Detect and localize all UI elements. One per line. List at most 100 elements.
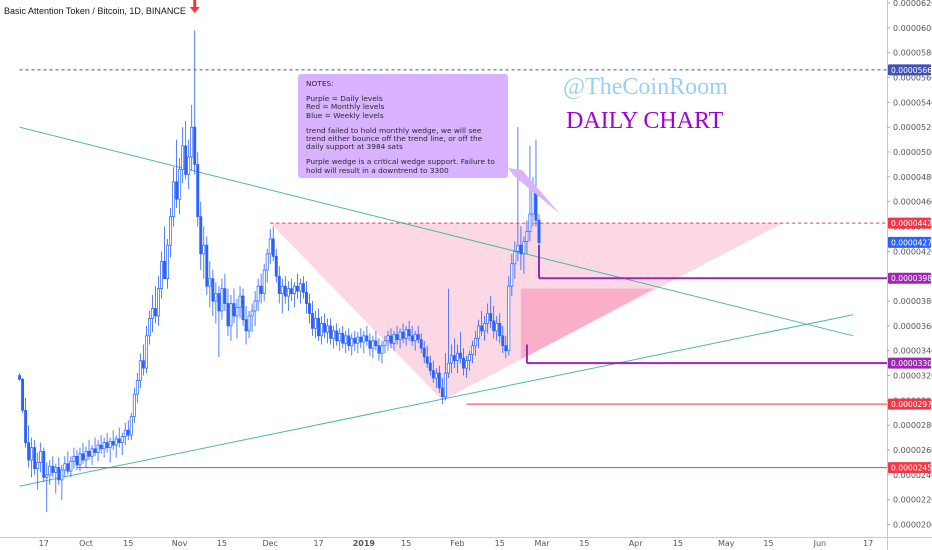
candle-body-64 xyxy=(211,278,215,302)
wedge-2 xyxy=(520,288,654,360)
candle-body-38 xyxy=(132,393,136,417)
brand-watermark: @TheCoinRoom xyxy=(563,74,728,100)
candle-body-101 xyxy=(323,323,327,333)
trend-line-1 xyxy=(19,126,854,337)
candle-body-7 xyxy=(39,450,43,463)
candle-body-21 xyxy=(81,453,85,461)
candle-body-152 xyxy=(477,325,481,339)
y-tick-label: 0.00004200 xyxy=(893,247,932,256)
candle-body-47 xyxy=(160,260,163,289)
candle-body-25 xyxy=(93,448,97,453)
candle-body-115 xyxy=(365,335,369,342)
candle-body-86 xyxy=(277,275,281,294)
arrow-head xyxy=(189,7,200,13)
candle-body-111 xyxy=(353,337,357,344)
x-tick-label: 17 xyxy=(863,539,873,548)
y-tick-label: 0.00003800 xyxy=(893,297,932,306)
candle-body-141 xyxy=(443,372,447,398)
candle-body-155 xyxy=(486,313,490,324)
candle-body-133 xyxy=(419,339,423,349)
candle-body-161 xyxy=(504,345,508,352)
candle-body-40 xyxy=(138,360,142,381)
candle-body-103 xyxy=(329,325,333,339)
candle-body-128 xyxy=(404,329,408,339)
candle-body-83 xyxy=(268,238,272,255)
candle-body-59 xyxy=(196,164,200,217)
notes-legend-blue: Blue = Weekly levels xyxy=(306,110,384,120)
x-tick-label: 15 xyxy=(217,539,227,548)
candle-body-153 xyxy=(480,325,484,332)
candle-body-69 xyxy=(226,303,230,327)
candle-body-92 xyxy=(295,285,299,292)
candle-body-70 xyxy=(229,303,233,327)
candle-body-93 xyxy=(298,283,302,292)
candle-body-81 xyxy=(262,269,266,294)
candle-body-89 xyxy=(286,288,290,297)
candle-body-117 xyxy=(371,340,375,349)
plot-area xyxy=(18,0,887,513)
candle-body-110 xyxy=(350,337,354,347)
x-tick-label: 17 xyxy=(39,539,49,548)
candle-body-149 xyxy=(468,354,471,362)
candle-body-32 xyxy=(114,438,118,446)
candle-body-125 xyxy=(395,334,399,340)
candle-body-162 xyxy=(507,285,511,352)
candle-body-0 xyxy=(18,375,22,380)
y-tick-label: 0.00003600 xyxy=(893,322,932,331)
y-tick-label: 0.00005400 xyxy=(893,98,932,107)
candle-body-87 xyxy=(280,285,284,294)
candle-body-105 xyxy=(335,330,339,342)
candle-body-144 xyxy=(452,355,456,362)
candle-body-60 xyxy=(199,216,203,255)
candle-body-14 xyxy=(60,469,64,481)
x-tick-label: Apr xyxy=(629,539,644,548)
y-tick-label: 0.00004600 xyxy=(893,198,932,207)
chart-subtitle: DAILY CHART xyxy=(566,108,724,134)
candle-body-159 xyxy=(498,323,502,337)
candle-body-154 xyxy=(483,323,487,332)
candle-body-130 xyxy=(410,335,414,342)
candle-body-68 xyxy=(223,288,227,304)
candle-body-147 xyxy=(462,357,465,369)
candle-body-57 xyxy=(190,126,194,158)
candle-body-35 xyxy=(123,429,127,437)
candle-body-65 xyxy=(214,293,218,302)
candle-body-108 xyxy=(344,335,348,344)
candle-body-112 xyxy=(356,336,360,344)
candle-body-45 xyxy=(154,308,157,317)
candle-body-170 xyxy=(531,188,535,215)
x-tick-label: Dec xyxy=(262,539,277,548)
candle-body-145 xyxy=(456,352,459,362)
candle-body-36 xyxy=(126,429,130,436)
notes-paragraph-trend: trend failed to hold monthly wedge, we w… xyxy=(306,125,483,152)
candle-body-123 xyxy=(389,335,393,344)
candle-body-137 xyxy=(431,370,435,379)
candle-body-95 xyxy=(305,292,308,304)
candle-body-46 xyxy=(157,288,160,317)
candle-body-33 xyxy=(117,438,121,443)
candle-body-5 xyxy=(33,447,37,470)
notes-pointer xyxy=(508,168,560,214)
candle-body-48 xyxy=(163,260,166,280)
candle-body-84 xyxy=(271,238,275,257)
y-tick-label: 0.00005800 xyxy=(893,49,932,58)
candle-body-51 xyxy=(172,181,176,217)
candle-body-39 xyxy=(135,380,139,395)
candle-body-169 xyxy=(528,213,532,232)
x-tick-label: 15 xyxy=(673,539,683,548)
candle-body-20 xyxy=(78,453,82,466)
y-tick-label: 0.00005600 xyxy=(893,74,932,83)
candle-body-109 xyxy=(347,335,351,347)
x-tick-label: Nov xyxy=(172,539,188,548)
candle-body-121 xyxy=(383,340,387,347)
candle-body-135 xyxy=(425,356,429,364)
candle-body-100 xyxy=(320,323,324,337)
y-tick-label: 0.00002400 xyxy=(893,471,932,480)
candle-body-119 xyxy=(377,345,381,354)
candle-body-66 xyxy=(217,293,221,312)
price-tag-1-bg xyxy=(888,64,931,76)
candle-body-97 xyxy=(311,313,314,329)
candle-body-13 xyxy=(57,467,61,481)
